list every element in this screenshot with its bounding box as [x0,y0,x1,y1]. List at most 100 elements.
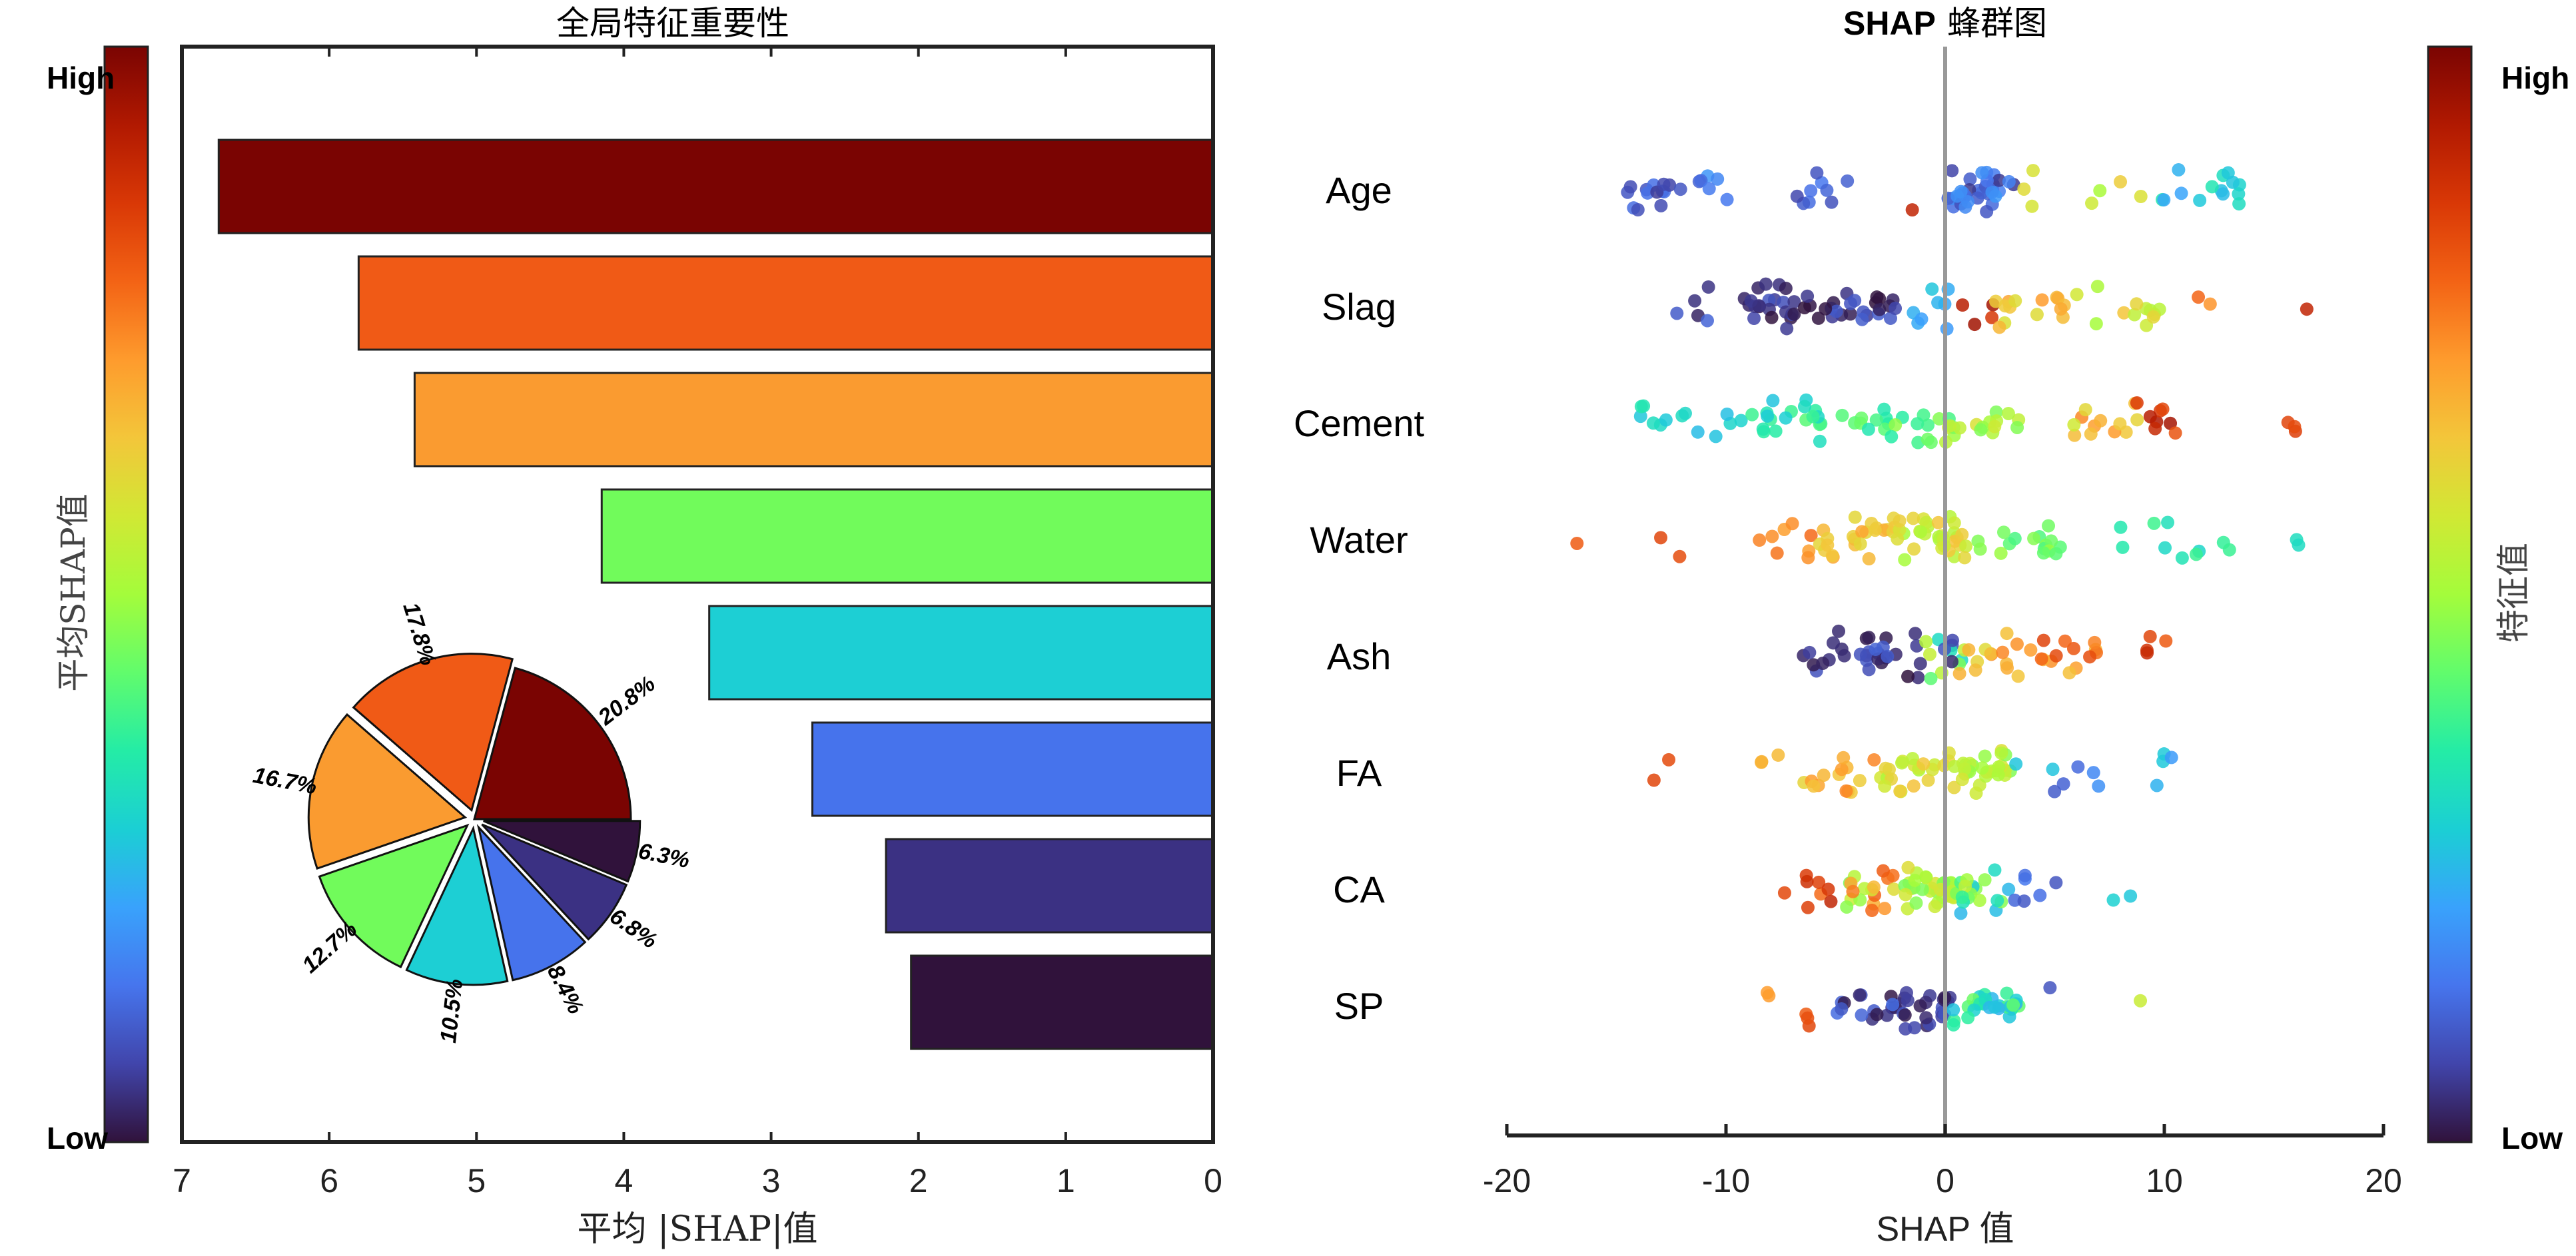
bar-x-tick-label: 3 [762,1162,781,1199]
swarm-point-cement [2067,418,2081,432]
swarm-point-water [1855,525,1869,539]
swarm-point-ash [2140,646,2154,660]
swarm-point-sp [1901,994,1915,1008]
swarm-point-cement [1924,436,1938,450]
swarm-point-ca [1865,904,1879,918]
swarm-point-fa [1882,763,1896,777]
swarm-point-fa [2150,779,2164,792]
beeswarm-x-tick-label: 0 [1936,1162,1954,1199]
swarm-point-age [1810,166,1824,180]
swarm-point-slag [1787,295,1801,309]
right-colorbar-low-label: Low [2501,1121,2563,1155]
swarm-point-cement [2130,413,2144,427]
swarm-point-water [1955,527,1969,541]
pie-label-water: 12.7% [297,916,362,978]
bar-chart-title: 全局特征重要性 [556,4,789,43]
swarm-point-sp [1855,1008,1869,1022]
swarm-point-ash [2058,634,2072,648]
swarm-point-ash [1862,663,1876,677]
swarm-point-cement [1835,408,1849,422]
swarm-point-ash [1869,642,1883,656]
swarm-point-sp [1898,1008,1912,1022]
swarm-point-water [1973,542,1987,556]
bar-sp [910,954,1214,1050]
swarm-point-slag [2089,317,2103,331]
swarm-point-cement [1921,418,1935,432]
swarm-point-age [2114,175,2128,189]
swarm-point-fa [1771,748,1785,762]
swarm-point-water [1947,516,1961,530]
swarm-point-slag [1843,307,1857,321]
bar-slag [357,255,1214,351]
swarm-point-cement [2068,428,2082,442]
swarm-point-cement [2001,406,2015,420]
swarm-point-cement [2156,402,2170,416]
swarm-point-slag [2008,294,2022,308]
swarm-point-slag [2030,308,2044,322]
swarm-point-cement [1766,394,1780,408]
swarm-point-cement [1813,434,1827,448]
swarm-point-water [1862,552,1876,566]
swarm-point-ca [1901,860,1915,874]
swarm-point-cement [1797,400,1811,414]
swarm-point-ca [1800,874,1814,888]
swarm-point-ash [1962,643,1976,657]
swarm-point-ash [1853,647,1867,661]
pie-label-fa: 8.4% [542,961,589,1018]
swarm-point-ash [2062,666,2076,680]
swarm-point-ca [2106,893,2120,907]
swarm-point-ca [1821,882,1835,896]
swarm-point-slag [1998,299,2012,313]
beeswarm-feature-labels: Age Slag Cement Water Ash FA CA SP [1294,169,1425,1027]
swarm-point-ash [1826,636,1840,650]
swarm-point-age [2172,162,2186,176]
swarm-point-slag [1889,302,1903,316]
swarm-point-water [2161,515,2175,529]
swarm-point-sp [1870,1008,1884,1022]
swarm-point-ash [2083,650,2097,664]
bar-fa [811,721,1214,817]
pie-slice-slag [352,653,514,812]
pie-slice-ca [481,823,628,941]
swarm-point-water [1914,525,1928,539]
swarm-point-ash [1913,657,1927,671]
swarm-point-cement [1988,420,2002,434]
bar-x-tick-label: 7 [173,1162,191,1199]
swarm-point-slag [1819,302,1833,316]
swarm-point-ca [1840,900,1854,914]
feature-label-water: Water [1310,519,1408,561]
swarm-point-ca [1908,873,1922,887]
swarm-point-fa [1893,785,1907,798]
swarm-point-slag [1956,298,1970,312]
swarm-point-age [2093,184,2107,198]
swarm-point-ca [1990,894,2004,908]
swarm-point-cement [1889,418,1903,432]
swarm-point-slag [2054,302,2068,316]
pie-label-sp: 6.3% [636,838,691,873]
swarm-point-fa [1647,773,1661,787]
swarm-point-fa [1958,762,1972,776]
swarm-point-cement [2094,414,2108,428]
swarm-point-age [1790,189,1804,203]
swarm-point-slag [1829,304,1843,318]
swarm-point-ca [1801,900,1815,914]
pie-label-slag: 17.8% [398,599,440,668]
swarm-point-water [1821,538,1835,552]
swarm-point-water [1753,533,1767,547]
swarm-point-water [1801,551,1815,565]
swarm-point-fa [2046,763,2060,777]
swarm-point-cement [2143,410,2157,424]
swarm-point-age [2226,175,2240,189]
swarm-point-slag [2300,302,2314,316]
swarm-point-ash [1996,645,2010,659]
swarm-point-age [1905,203,1919,217]
swarm-point-age [1985,185,1999,199]
bar-series [217,139,1214,1050]
pie-slice-age [473,667,632,820]
swarm-point-ash [2010,637,2024,651]
beeswarm-title-bold: SHAP [1843,5,1936,42]
swarm-point-fa [2071,760,2085,774]
pie-label-age: 20.8% [593,671,659,731]
swarm-point-ca [1954,906,1968,920]
swarm-point-slag [1797,300,1811,314]
